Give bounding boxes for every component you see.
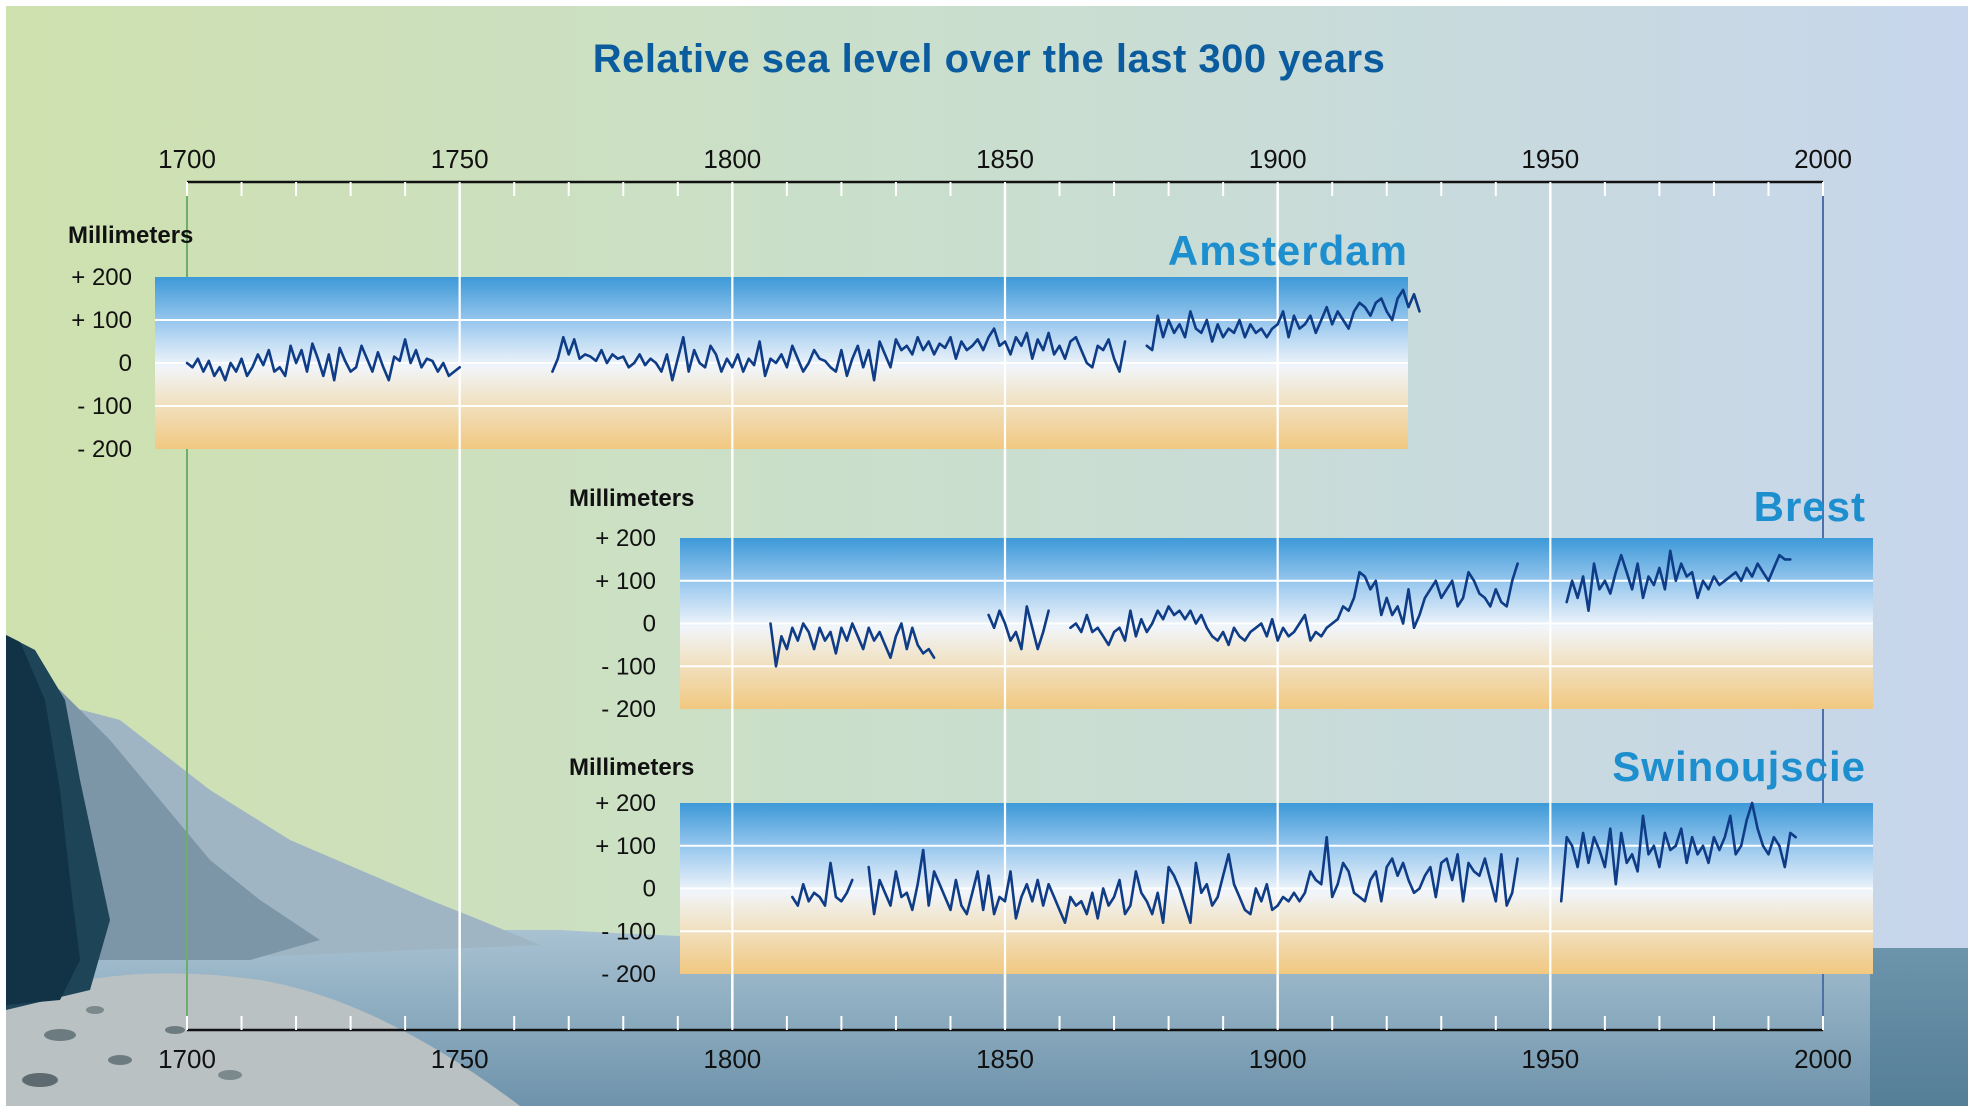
y-tick-label: + 100 bbox=[595, 833, 656, 860]
y-unit-label: Millimeters bbox=[68, 222, 193, 249]
y-tick-label: 0 bbox=[643, 611, 656, 638]
series-line-swinoujscie bbox=[790, 861, 854, 907]
y-tick-label: + 100 bbox=[71, 307, 132, 334]
top-tick-label: 2000 bbox=[1794, 144, 1852, 174]
y-tick-label: + 200 bbox=[595, 790, 656, 817]
station-label: Swinoujscie bbox=[1612, 743, 1866, 790]
series-line-swinoujscie bbox=[867, 835, 1519, 925]
top-tick-label: 1750 bbox=[431, 144, 489, 174]
beach bbox=[6, 973, 520, 1106]
y-tick-label: - 200 bbox=[601, 696, 656, 723]
y-tick-label: - 200 bbox=[77, 436, 132, 463]
y-unit-label: Millimeters bbox=[569, 485, 694, 512]
y-tick-label: 0 bbox=[643, 876, 656, 903]
series-line-swinoujscie bbox=[1559, 801, 1797, 903]
series-line-amsterdam bbox=[1145, 288, 1421, 352]
coast-illustration bbox=[6, 635, 1968, 1106]
bottom-tick-label: 1750 bbox=[431, 1044, 489, 1074]
station-label: Amsterdam bbox=[1168, 227, 1408, 274]
right-sea bbox=[1870, 948, 1968, 1106]
bottom-tick-label: 1900 bbox=[1249, 1044, 1307, 1074]
series-line-brest bbox=[987, 605, 1050, 651]
series-line-amsterdam bbox=[551, 327, 1127, 382]
y-tick-label: - 200 bbox=[601, 961, 656, 988]
y-tick-label: - 100 bbox=[601, 653, 656, 680]
y-tick-label: + 100 bbox=[595, 568, 656, 595]
series-line-amsterdam bbox=[185, 338, 462, 382]
station-label: Brest bbox=[1754, 483, 1866, 530]
bottom-tick-label: 1850 bbox=[976, 1044, 1034, 1074]
top-tick-label: 1700 bbox=[158, 144, 216, 174]
bottom-tick-label: 1950 bbox=[1521, 1044, 1579, 1074]
y-tick-label: - 100 bbox=[77, 393, 132, 420]
panel-amsterdam: + 200 + 100 0 - 100 - 200 Millimeters Amsterda… bbox=[68, 222, 1421, 463]
top-tick-label: 1800 bbox=[703, 144, 761, 174]
y-tick-label: + 200 bbox=[71, 264, 132, 291]
panel-brest: + 200 + 100 0 - 100 - 200 Millimeters Brest bbox=[569, 483, 1873, 723]
y-unit-label: Millimeters bbox=[569, 754, 694, 781]
bottom-tick-label: 1800 bbox=[703, 1044, 761, 1074]
top-tick-label: 1850 bbox=[976, 144, 1034, 174]
panel-swinoujscie: + 200 + 100 0 - 100 - 200 Millimeters Swinoujs… bbox=[569, 743, 1873, 988]
series-line-brest bbox=[769, 622, 936, 668]
y-tick-label: + 200 bbox=[595, 525, 656, 552]
y-tick-label: 0 bbox=[119, 350, 132, 377]
chart-title: Relative sea level over the last 300 yea… bbox=[593, 37, 1386, 81]
y-tick-label: - 100 bbox=[601, 918, 656, 945]
bottom-tick-label: 1700 bbox=[158, 1044, 216, 1074]
cliff-edge bbox=[6, 635, 80, 1005]
series-line-brest bbox=[1565, 549, 1792, 613]
top-tick-label: 1950 bbox=[1521, 144, 1579, 174]
series-line-brest bbox=[1069, 562, 1519, 647]
bottom-tick-label: 2000 bbox=[1794, 1044, 1852, 1074]
top-tick-label: 1900 bbox=[1249, 144, 1307, 174]
